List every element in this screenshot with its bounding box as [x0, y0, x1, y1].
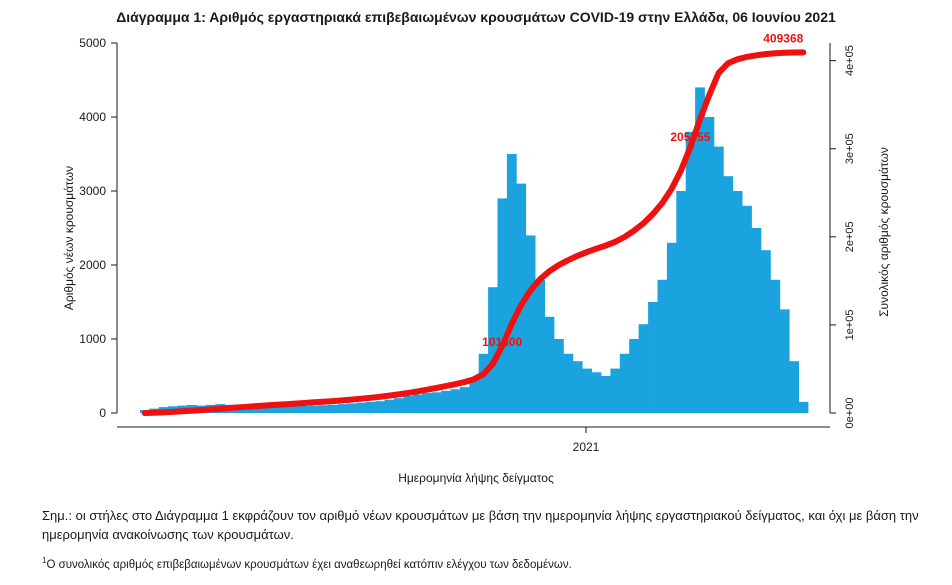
y-tick-label: 0 — [99, 406, 106, 420]
note-text: Σημ.: οι στήλες στο Διάγραμμα 1 εκφράζου… — [42, 508, 919, 542]
bar — [563, 353, 574, 413]
bar — [732, 191, 743, 413]
chart: Διάγραμμα 1: Αριθμός εργαστηριακά επιβεβ… — [62, 9, 891, 485]
bar — [751, 228, 762, 413]
bar — [309, 405, 320, 413]
bar — [516, 183, 527, 413]
bar — [365, 401, 376, 413]
bar — [742, 205, 752, 413]
bar — [601, 376, 611, 413]
bar — [384, 399, 395, 413]
bar — [271, 406, 282, 413]
bar — [422, 393, 433, 413]
bar — [713, 146, 724, 413]
bar — [723, 176, 734, 413]
bar — [290, 405, 301, 413]
footnote: 1Ο συνολικός αριθμός επιβεβαιωμένων κρου… — [42, 556, 572, 571]
y-tick-label: 5000 — [79, 36, 106, 50]
bar — [252, 405, 263, 413]
footnote-mark: 1 — [42, 556, 47, 565]
y-axis-label: Αριθμός νέων κρουσμάτων — [62, 166, 76, 310]
bar — [685, 131, 696, 414]
bar — [262, 405, 273, 413]
bar — [770, 279, 781, 413]
bar — [525, 235, 536, 413]
bar — [798, 401, 809, 413]
bar — [450, 389, 461, 413]
annotation-label: 101600 — [482, 335, 522, 349]
bar — [488, 287, 498, 413]
bar — [789, 361, 799, 413]
bar — [544, 316, 555, 413]
y2-tick-label: 2e+05 — [844, 221, 856, 252]
bar — [403, 396, 414, 413]
bar — [478, 353, 489, 413]
bar — [459, 387, 470, 413]
bar — [591, 372, 602, 413]
axes: 0 1000 2000 3000 4000 5000 0e+00 1e+05 2e+05 3e+0… — [79, 36, 856, 454]
bar — [431, 392, 442, 413]
bar — [676, 191, 687, 413]
bar — [281, 405, 291, 413]
bar — [469, 379, 480, 413]
bar — [779, 309, 790, 413]
bar — [619, 353, 630, 413]
bar — [610, 368, 621, 413]
x-tick-label: 2021 — [573, 440, 600, 454]
bar — [666, 242, 677, 413]
y-tick-label: 1000 — [79, 332, 106, 346]
y2-tick-label: 4e+05 — [844, 45, 856, 76]
annotation-label: 409368 — [763, 31, 803, 45]
bar-series — [140, 87, 809, 414]
bar — [554, 339, 564, 413]
bar — [638, 324, 649, 413]
bar — [337, 404, 348, 413]
y2-tick-label: 1e+05 — [844, 309, 856, 340]
y-tick-label: 3000 — [79, 184, 106, 198]
bar — [506, 154, 517, 413]
bar — [497, 198, 508, 413]
footnote-text: Ο συνολικός αριθμός επιβεβαιωμένων κρουσ… — [46, 558, 572, 571]
cumulative-line — [141, 49, 807, 416]
annotations: 409368 205055 101600 — [482, 31, 803, 349]
bar — [761, 250, 771, 413]
y-tick-label: 4000 — [79, 110, 106, 124]
bar — [394, 398, 404, 413]
bar — [328, 404, 338, 413]
bar — [582, 368, 592, 413]
y2-tick-label: 3e+05 — [844, 133, 856, 164]
bar — [356, 402, 367, 413]
y2-axis-label: Συνολικός αριθμός κρουσμάτων — [877, 147, 891, 317]
bar — [695, 87, 705, 414]
bar — [657, 279, 668, 413]
bar — [648, 302, 658, 413]
bar — [375, 401, 385, 413]
bar — [572, 361, 583, 413]
bar — [318, 405, 329, 413]
y2-tick-label: 0e+00 — [844, 398, 856, 429]
annotation-label: 205055 — [670, 130, 710, 144]
y-tick-label: 2000 — [79, 258, 106, 272]
bar — [441, 390, 451, 413]
chart-title: Διάγραμμα 1: Αριθμός εργαστηριακά επιβεβ… — [116, 9, 836, 25]
bar — [347, 403, 357, 413]
x-axis-label: Ημερομηνία λήψης δείγματος — [398, 471, 554, 485]
bar — [535, 279, 545, 413]
bar — [412, 394, 423, 413]
bar — [629, 339, 639, 413]
bar — [704, 117, 715, 413]
bar — [299, 406, 310, 413]
